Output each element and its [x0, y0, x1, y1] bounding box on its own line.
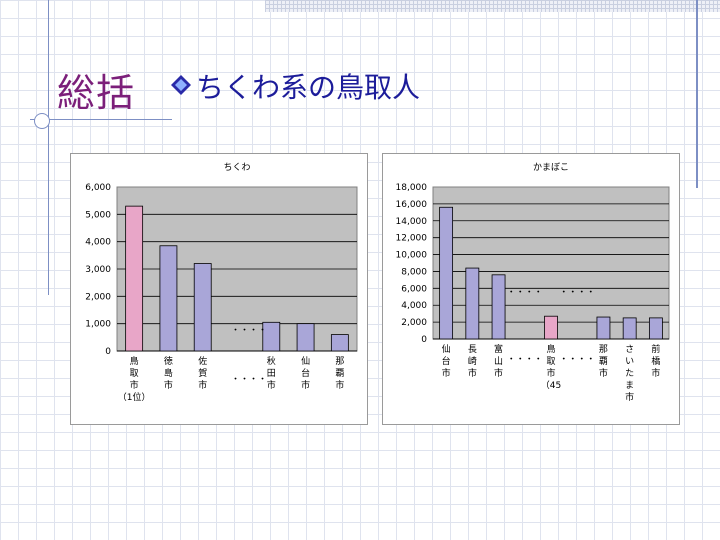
category-label: 市	[301, 379, 310, 391]
y-tick-label: 18,000	[396, 183, 428, 193]
kamaboko-chart-panel: かまぼこ 18,000 16,000 14,000 12,000 10,000 8,000 6…	[382, 153, 680, 425]
category-label: 覇	[599, 356, 608, 367]
category-label: 取	[546, 356, 555, 367]
category-label: 市	[130, 379, 139, 391]
category-label: （45	[541, 380, 561, 391]
bar	[193, 263, 212, 352]
category-label: 島	[164, 367, 173, 379]
category-label: 佐	[198, 355, 207, 367]
y-tick-label: 14,000	[396, 217, 428, 227]
category-label: 崎	[468, 355, 477, 367]
slide-subtitle: ちくわ系の鳥取人	[196, 71, 421, 104]
bar	[439, 206, 454, 340]
kamaboko-chart: かまぼこ 18,000 16,000 14,000 12,000 10,000 8,000 6…	[396, 162, 670, 403]
bar	[296, 323, 315, 352]
category-label: 那	[335, 356, 344, 367]
category-label: 市	[335, 379, 344, 391]
bar	[596, 316, 611, 340]
y-tick-label: 3,000	[85, 265, 111, 275]
y-tick-label: 4,000	[85, 238, 111, 248]
category-label: 賀	[198, 367, 207, 379]
left-rule	[48, 0, 49, 295]
ellipsis-marker: ・・・・	[231, 375, 267, 385]
category-label: 市	[651, 367, 660, 379]
ellipsis-marker: ・・・・	[507, 355, 543, 365]
bar	[622, 317, 637, 340]
category-label: 長	[468, 344, 477, 355]
decor-circle	[34, 113, 50, 129]
category-label: た	[625, 368, 634, 379]
category-label: 市	[267, 379, 276, 391]
slide-title: 総括	[57, 71, 136, 115]
category-label: 富	[494, 343, 503, 355]
y-tick-label: 12,000	[396, 234, 428, 244]
category-label: 秋	[267, 355, 276, 367]
y-tick-label: 8,000	[401, 267, 427, 277]
category-label: 市	[599, 367, 608, 379]
y-tick-label: 2,000	[401, 318, 427, 328]
category-label: 那	[599, 344, 608, 355]
y-tick-label: 1,000	[85, 320, 111, 330]
chikuwa-chart: ちくわ6,0005,0004,0003,0002,0001,0000鳥取市（1位…	[85, 162, 358, 403]
bar	[125, 205, 144, 352]
category-label: 市	[625, 391, 634, 403]
chart-title: ちくわ	[223, 162, 250, 173]
y-tick-label: 2,000	[85, 292, 111, 302]
category-label: 市	[198, 379, 207, 391]
category-label: 橋	[651, 355, 660, 367]
chart-title: かまぼこ	[533, 162, 569, 173]
title-underline	[30, 119, 172, 120]
ellipsis-marker: ・・・・	[507, 288, 543, 298]
y-tick-label: 0	[421, 335, 427, 345]
category-label: ま	[625, 380, 634, 391]
bar	[465, 267, 480, 340]
bar	[491, 274, 506, 340]
bar	[262, 321, 281, 352]
bar	[544, 315, 558, 340]
y-tick-label: 16,000	[396, 200, 428, 210]
ellipsis-marker: ・・・・	[231, 326, 267, 336]
y-tick-label: 10,000	[396, 251, 428, 261]
category-label: 田	[267, 368, 276, 379]
category-label: い	[625, 357, 634, 367]
category-label: 市	[442, 367, 451, 379]
category-label: 市	[494, 367, 503, 379]
category-label: 鳥	[130, 355, 139, 367]
y-tick-label: 0	[105, 347, 111, 357]
top-decor-band	[265, 0, 720, 12]
category-label: （1位）	[118, 391, 151, 403]
category-label: 徳	[164, 355, 173, 367]
y-tick-label: 5,000	[85, 210, 111, 220]
bar	[159, 245, 178, 352]
category-label: 山	[494, 356, 503, 367]
y-tick-label: 6,000	[401, 284, 427, 294]
bar	[648, 317, 663, 340]
category-label: 市	[546, 367, 555, 379]
category-label: 鳥	[546, 343, 555, 355]
category-label: 市	[468, 367, 477, 379]
right-rule	[696, 0, 698, 188]
chikuwa-chart-panel: ちくわ 6,000 5,000 4,000 3,000 2,000 1,000 0 鳥取市（1位…	[70, 153, 368, 425]
category-label: 覇	[335, 368, 344, 379]
category-label: 市	[164, 379, 173, 391]
category-label: さ	[625, 344, 634, 355]
y-tick-label: 4,000	[401, 301, 427, 311]
category-label: 前	[651, 343, 660, 355]
bar	[330, 334, 349, 352]
ellipsis-marker: ・・・・	[559, 355, 595, 365]
category-label: 台	[301, 367, 310, 379]
category-label: 取	[130, 368, 139, 379]
category-label: 仙	[442, 343, 451, 355]
category-label: 台	[442, 355, 451, 367]
ellipsis-marker: ・・・・	[559, 288, 595, 298]
y-tick-label: 6,000	[85, 183, 111, 193]
diamond-bullet-icon	[171, 75, 191, 95]
category-label: 仙	[301, 355, 310, 367]
